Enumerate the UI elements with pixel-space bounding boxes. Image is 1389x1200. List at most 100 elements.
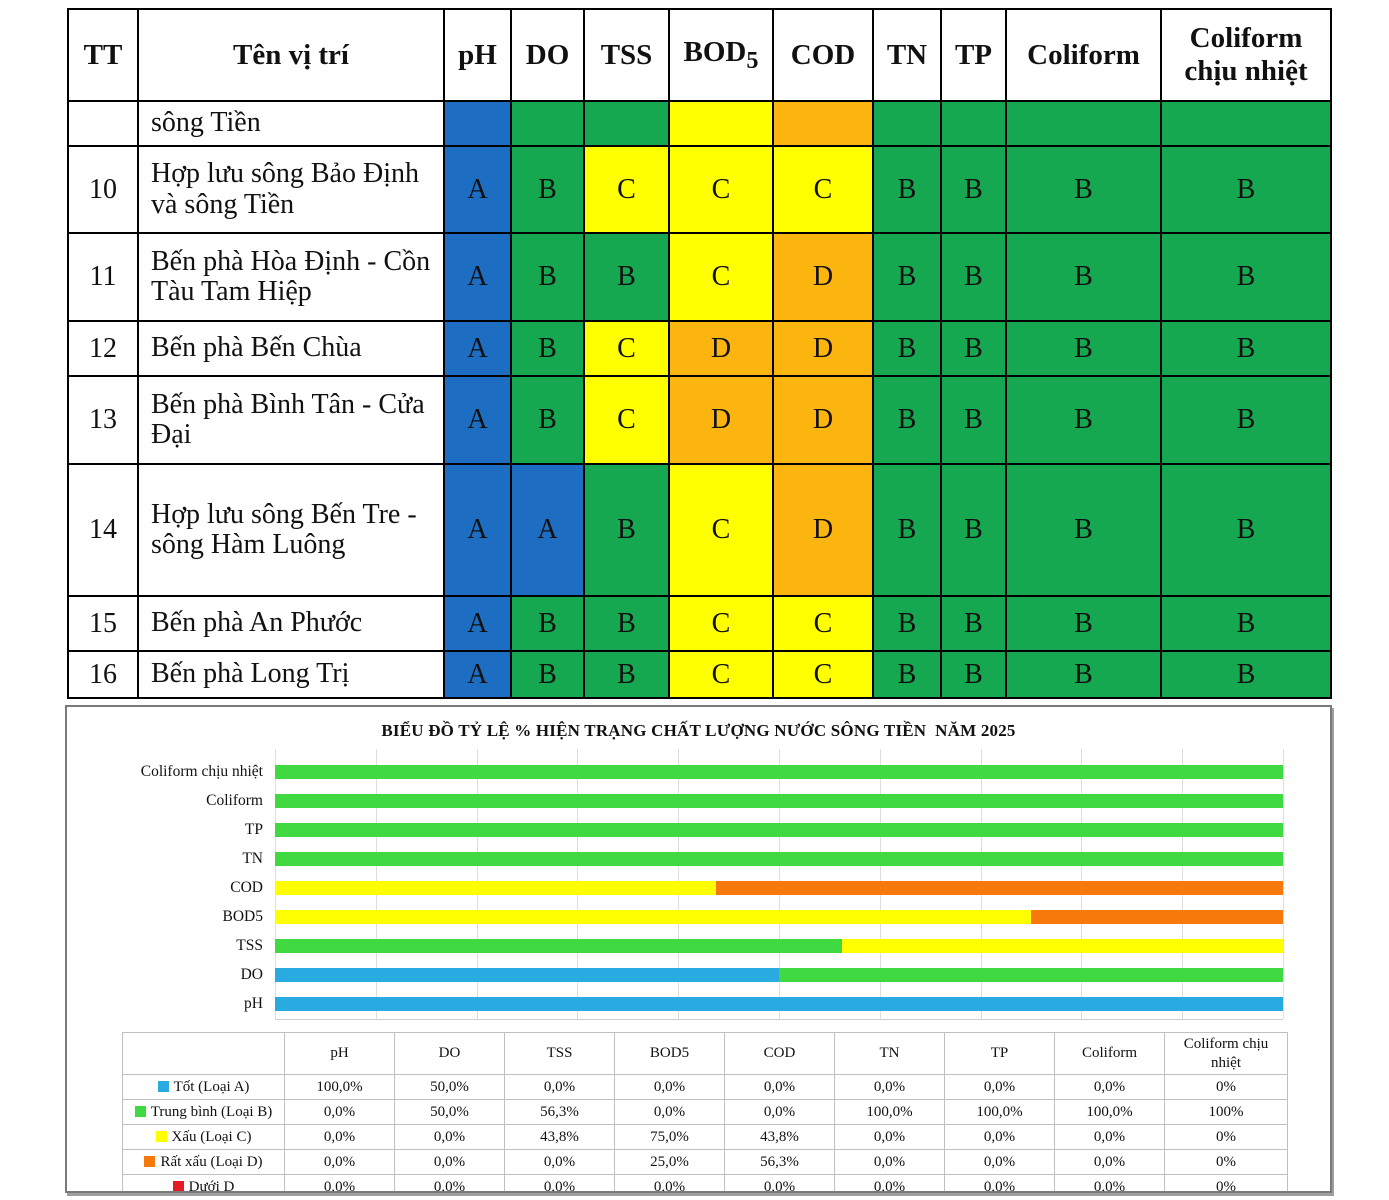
legend-value-cell: 0,0% (504, 1149, 615, 1175)
legend-value-cell: 0,0% (394, 1124, 505, 1150)
grade-cell: B (583, 232, 670, 322)
water-quality-grade-table: TT Tên vị trí pH DO TSS BOD5 COD TN TP Coliform Co… (67, 8, 1332, 699)
legend-value-cell: 0,0% (284, 1174, 395, 1191)
grade-cell: B (1005, 375, 1162, 465)
grade-cell: B (1160, 650, 1332, 699)
grade-cell: B (1005, 650, 1162, 699)
bar-category-label: TP (244, 820, 263, 838)
bar-segment (275, 967, 779, 982)
legend-value-cell: 50,0% (394, 1074, 505, 1100)
legend-value-cell: 0% (1164, 1174, 1288, 1191)
legend-value-cell: 75,0% (614, 1124, 725, 1150)
grade-cell: A (443, 320, 512, 377)
grade-cell: B (1005, 595, 1162, 652)
bar-row: COD (67, 873, 1330, 902)
legend-row: Dưới D 0,0% 0,0% 0,0% 0,0% 0,0% 0,0% 0,0% 0,0% 0% (122, 1174, 1288, 1191)
legend-row: Tốt (Loại A) 100,0% 50,0% 0,0% 0,0% 0,0% 0,0% 0… (122, 1074, 1288, 1100)
legend-value-cell: 0,0% (1054, 1149, 1165, 1175)
grade-cell: B (510, 375, 585, 465)
col-header-tt: TT (67, 8, 139, 102)
col-header-tn: TN (872, 8, 942, 102)
grade-cell (510, 100, 585, 147)
legend-series-label: Xấu (Loại C) (122, 1124, 285, 1150)
grade-cell: B (872, 232, 942, 322)
table-row: 13 Bến phà Bình Tân - Cửa Đại A B C D D B B B B (67, 375, 1332, 465)
table-row: 14 Hợp lưu sông Bến Tre - sông Hàm Luông A… (67, 463, 1332, 597)
bar-row: TN (67, 844, 1330, 873)
legend-value-cell: 0,0% (614, 1099, 725, 1125)
legend-value-cell: 100,0% (284, 1074, 395, 1100)
legend-value-cell: 0,0% (834, 1149, 945, 1175)
legend-col-header: TN (834, 1032, 945, 1075)
col-header-tp: TP (940, 8, 1007, 102)
bar-track (275, 996, 1283, 1011)
grade-cell: C (668, 595, 774, 652)
legend-row: Rất xấu (Loại D) 0,0% 0,0% 0,0% 25,0% 56,3% 0,… (122, 1149, 1288, 1175)
location-name-cell: Bến phà Bình Tân - Cửa Đại (137, 375, 445, 465)
grade-cell: B (1160, 463, 1332, 597)
bar-segment (275, 938, 842, 953)
grade-cell: A (443, 145, 512, 234)
grade-cell: C (668, 463, 774, 597)
bar-row: BOD5 (67, 902, 1330, 931)
legend-value-cell: 0,0% (834, 1074, 945, 1100)
grade-cell: A (443, 595, 512, 652)
legend-value-cell: 0,0% (834, 1124, 945, 1150)
legend-col-header: DO (394, 1032, 505, 1075)
legend-value-cell: 25,0% (614, 1149, 725, 1175)
legend-value-cell: 0,0% (724, 1174, 835, 1191)
grade-cell: D (772, 320, 874, 377)
grade-cell: B (1005, 463, 1162, 597)
legend-col-header: COD (724, 1032, 835, 1075)
legend-value-cell: 0% (1164, 1124, 1288, 1150)
legend-value-cell: 0,0% (284, 1099, 395, 1125)
bar-track (275, 793, 1283, 808)
col-header-coliform: Coliform (1005, 8, 1162, 102)
bar-segment (275, 851, 1283, 866)
grade-table-header-row: TT Tên vị trí pH DO TSS BOD5 COD TN TP Coliform Co… (67, 8, 1332, 102)
grade-cell (668, 100, 774, 147)
grade-cell: B (940, 145, 1007, 234)
legend-value-cell: 0,0% (284, 1124, 395, 1150)
legend-swatch (157, 1080, 169, 1092)
grade-cell: B (510, 145, 585, 234)
grade-cell: B (1160, 320, 1332, 377)
grade-cell (772, 100, 874, 147)
legend-value-cell: 50,0% (394, 1099, 505, 1125)
legend-value-cell: 100,0% (1054, 1099, 1165, 1125)
legend-value-cell: 0,0% (1054, 1074, 1165, 1100)
legend-col-header: TSS (504, 1032, 615, 1075)
table-row: 16 Bến phà Long Trị A B B C C B B B B (67, 650, 1332, 699)
legend-row: Trung bình (Loại B) 0,0% 50,0% 56,3% 0,0% 0,0… (122, 1099, 1288, 1125)
legend-value-cell: 0,0% (724, 1074, 835, 1100)
grade-cell (583, 100, 670, 147)
grade-cell: D (668, 320, 774, 377)
legend-col-header: Coliform chịu nhiệt (1164, 1032, 1288, 1075)
col-header-tss: TSS (583, 8, 670, 102)
grade-cell: A (443, 650, 512, 699)
grade-cell: D (772, 463, 874, 597)
legend-series-label: Dưới D (122, 1174, 285, 1191)
grade-cell: B (940, 595, 1007, 652)
bar-category-label: Coliform (206, 791, 263, 809)
grade-cell (1160, 100, 1332, 147)
legend-value-cell: 0,0% (944, 1174, 1055, 1191)
grade-cell: B (872, 375, 942, 465)
grade-cell: B (872, 463, 942, 597)
grade-cell: D (772, 375, 874, 465)
legend-swatch (144, 1155, 156, 1167)
grade-cell: B (872, 650, 942, 699)
row-index-cell: 11 (67, 232, 139, 322)
row-index-cell: 10 (67, 145, 139, 234)
table-row: 10 Hợp lưu sông Bảo Định và sông Tiền A B C C… (67, 145, 1332, 234)
legend-data-table: pH DO TSS BOD5 COD TN TP Coliform Coliform chịu … (122, 1032, 1288, 1191)
gridline (1283, 749, 1284, 1019)
grade-cell: B (1160, 375, 1332, 465)
bar-row: pH (67, 989, 1330, 1018)
legend-value-cell: 0,0% (394, 1149, 505, 1175)
grade-cell: C (668, 232, 774, 322)
legend-value-cell: 43,8% (504, 1124, 615, 1150)
legend-series-label: Rất xấu (Loại D) (122, 1149, 285, 1175)
legend-value-cell: 0% (1164, 1074, 1288, 1100)
grade-cell: D (772, 232, 874, 322)
